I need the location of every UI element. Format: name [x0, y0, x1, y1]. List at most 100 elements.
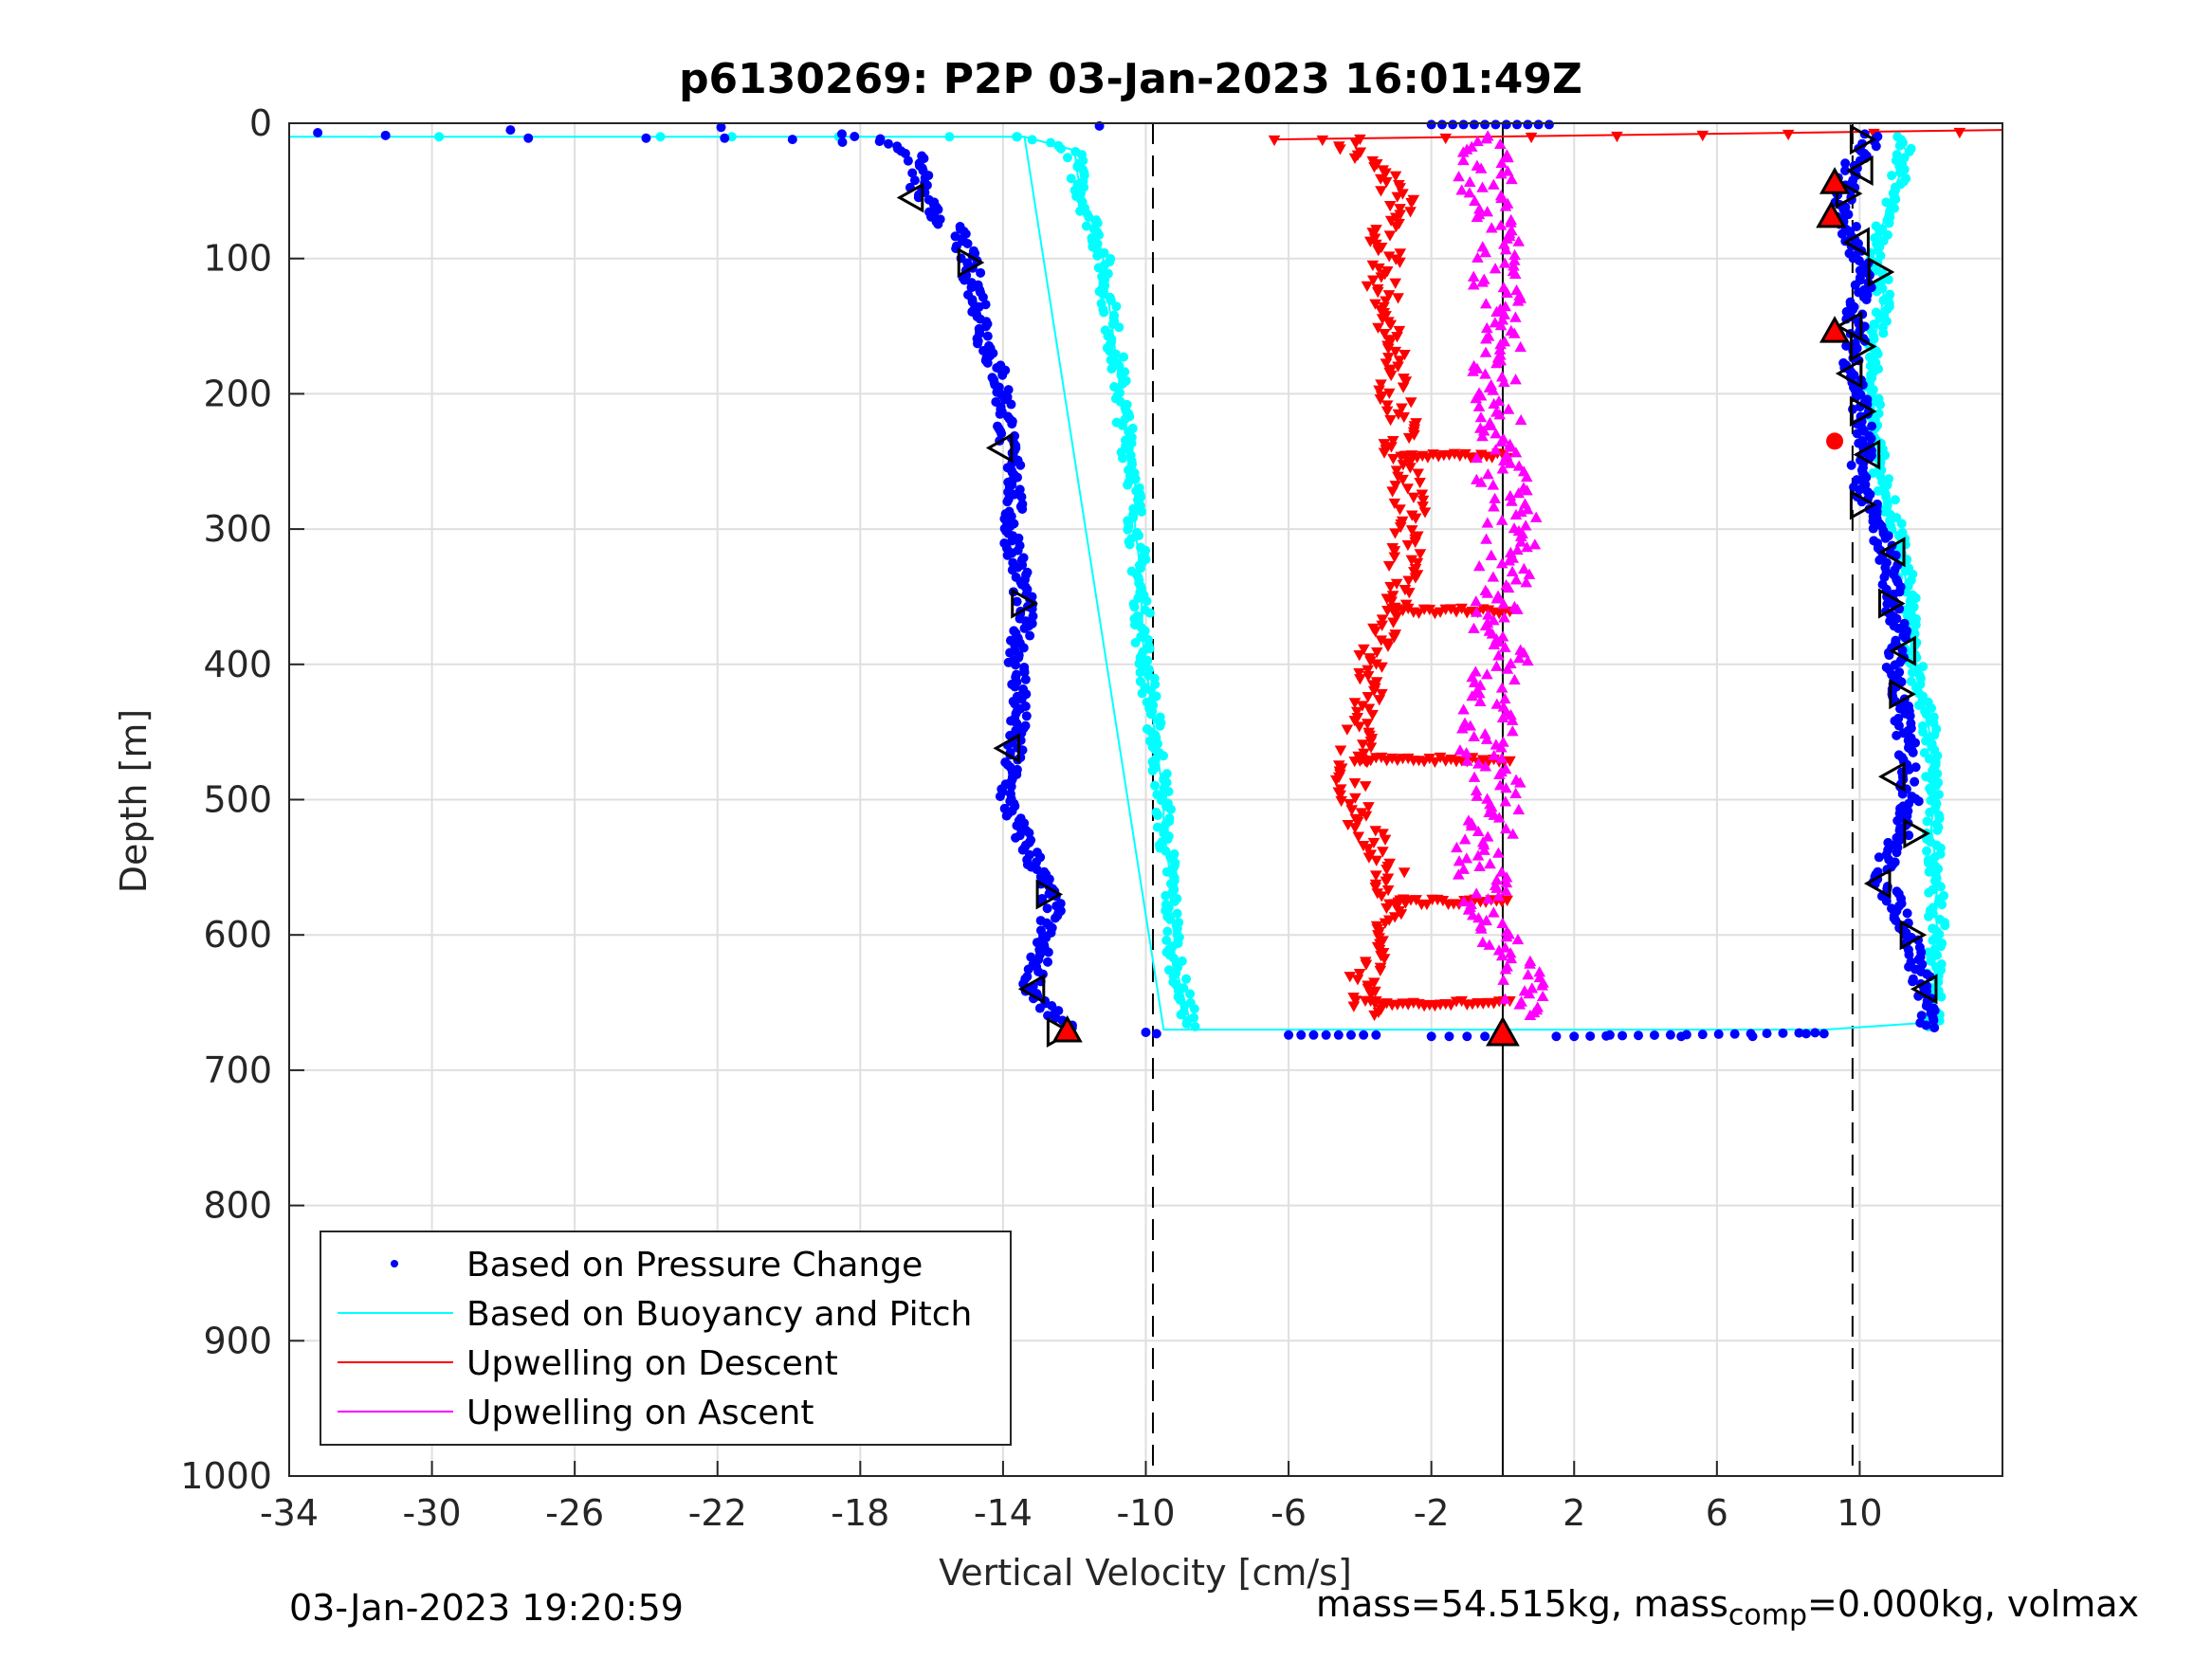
- upwelling-ascent-point: [1500, 782, 1512, 793]
- upwelling-ascent-point: [1512, 652, 1526, 664]
- buoyancy-point: [1896, 519, 1907, 529]
- upwelling-descent-point: [1329, 775, 1343, 787]
- upwelling-descent-point: [1370, 647, 1383, 659]
- pressure-point: [978, 292, 988, 302]
- buoyancy-point: [1181, 1018, 1192, 1029]
- upwelling-ascent-point: [1524, 957, 1536, 969]
- upwelling-descent-point: [1372, 246, 1385, 257]
- series-pressure-change: [313, 119, 1940, 1042]
- upwelling-ascent-point: [1512, 486, 1526, 499]
- pressure-point: [1910, 776, 1920, 787]
- upwelling-descent-point: [1388, 912, 1401, 923]
- buoyancy-point: [1081, 221, 1091, 231]
- open-triangle-marker: [1878, 537, 1906, 568]
- open-triangle-marker: [957, 246, 985, 279]
- open-triangle-marker: [1017, 974, 1046, 1005]
- buoyancy-point: [1875, 399, 1886, 410]
- upwelling-descent-point: [1393, 325, 1406, 337]
- upwelling-ascent-point: [1528, 538, 1542, 550]
- upwelling-descent-point: [1348, 698, 1362, 709]
- pressure-bottom-point: [1585, 1030, 1596, 1041]
- upwelling-descent-point: [1391, 191, 1404, 203]
- pressure-surface-point: [1151, 1029, 1161, 1039]
- pressure-bottom-point: [1618, 1030, 1628, 1041]
- upwelling-ascent-point: [1509, 508, 1523, 520]
- upwelling-ascent-point: [1514, 536, 1527, 547]
- upwelling-ascent-point: [1505, 441, 1517, 452]
- footer-mass: mass=54.515kg, masscomp=0.000kg, volmax: [1316, 1583, 2139, 1632]
- upwelling-ascent-point: [1453, 744, 1467, 756]
- upwelling-ascent-point: [1481, 587, 1494, 598]
- pressure-point: [1050, 913, 1060, 923]
- pressure-point: [1898, 728, 1909, 738]
- pressure-point: [962, 239, 973, 249]
- upwelling-ascent-point: [1479, 346, 1492, 357]
- upwelling-descent-surface-point: [1611, 131, 1623, 143]
- y-tick-label: 1000: [180, 1455, 272, 1497]
- upwelling-descent-point: [1389, 171, 1402, 182]
- buoyancy-point: [1162, 926, 1173, 937]
- upwelling-ascent-point: [1494, 137, 1507, 150]
- upwelling-ascent-point: [1501, 165, 1514, 176]
- upwelling-ascent-point: [1480, 533, 1492, 544]
- pressure-point: [1019, 667, 1030, 678]
- buoyancy-point: [1135, 667, 1145, 678]
- series-layer: [289, 119, 2003, 1042]
- red-triangle-marker: [1819, 316, 1851, 343]
- pressure-point: [1006, 399, 1016, 410]
- upwelling-ascent-point: [1473, 203, 1486, 214]
- upwelling-ascent-point: [1480, 333, 1492, 344]
- y-tick-label: 100: [203, 238, 272, 280]
- pressure-point: [1902, 908, 1912, 919]
- upwelling-ascent-point: [1495, 191, 1508, 204]
- pressure-point: [1016, 694, 1027, 704]
- pressure-surface-point: [1551, 1031, 1562, 1042]
- pressure-point: [1868, 523, 1878, 534]
- pressure-point: [1881, 896, 1892, 906]
- pressure-point: [950, 231, 960, 242]
- upwelling-ascent-point: [1499, 795, 1512, 807]
- upwelling-ascent-point: [1511, 295, 1525, 306]
- upwelling-descent-point: [1369, 870, 1382, 882]
- pressure-point: [1023, 964, 1033, 975]
- upwelling-descent-point: [1351, 816, 1364, 829]
- pressure-point: [1034, 1003, 1045, 1013]
- pressure-point: [982, 331, 993, 341]
- upwelling-ascent-point: [1457, 154, 1470, 166]
- upwelling-descent-band-point: [1423, 754, 1436, 765]
- open-triangle-marker: [1903, 818, 1930, 849]
- pressure-point: [1017, 845, 1028, 855]
- buoyancy-point: [1099, 307, 1109, 318]
- pressure-point: [1929, 1023, 1940, 1033]
- pressure-bottom-point: [1321, 1030, 1331, 1040]
- upwelling-ascent-point: [1488, 501, 1500, 512]
- upwelling-ascent-point: [1499, 941, 1511, 953]
- upwelling-descent-point: [1348, 778, 1362, 790]
- buoyancy-point: [1150, 780, 1161, 791]
- upwelling-ascent-point: [1456, 722, 1469, 734]
- upwelling-descent-point: [1392, 293, 1404, 304]
- upwelling-descent-point: [1362, 852, 1376, 864]
- upwelling-descent-point: [1345, 805, 1359, 816]
- upwelling-descent-point: [1354, 674, 1366, 685]
- pressure-bottom-point: [1665, 1030, 1675, 1040]
- bottom-triangle-marker: [1486, 1015, 1520, 1047]
- upwelling-descent-point: [1390, 611, 1403, 623]
- buoyancy-point: [1046, 137, 1056, 148]
- pressure-point: [903, 155, 913, 166]
- upwelling-descent-point: [1368, 162, 1380, 173]
- upwelling-ascent-point: [1487, 479, 1500, 490]
- upwelling-descent-band-point: [1434, 752, 1447, 764]
- open-triangle-marker: [1011, 588, 1038, 619]
- open-triangle-marker: [1849, 489, 1877, 520]
- upwelling-ascent-point: [1461, 755, 1473, 766]
- pressure-point: [1874, 555, 1885, 565]
- pressure-point: [1897, 645, 1908, 655]
- upwelling-ascent-point: [1509, 447, 1523, 458]
- upwelling-ascent-point: [1533, 966, 1546, 977]
- buoyancy-point: [1873, 485, 1883, 496]
- upwelling-descent-point: [1387, 617, 1399, 629]
- chart-title: p6130269: P2P 03-Jan-2023 16:01:49Z: [679, 55, 1582, 103]
- upwelling-ascent-point: [1488, 906, 1500, 918]
- buoyancy-point: [1144, 608, 1155, 618]
